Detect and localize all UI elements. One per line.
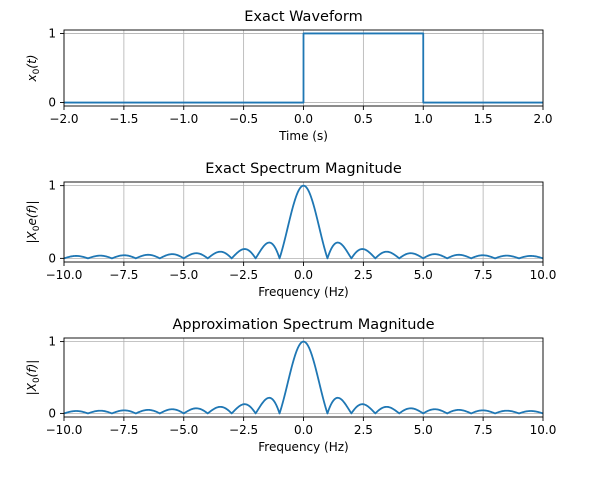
x-tick-label: 10.0 xyxy=(530,423,557,437)
chart-panel-3: −10.0 −7.5 −5.0 −2.5 0.0 2.5 5.0 7.5 10.0 0 1 Appro… xyxy=(25,317,556,454)
chart-title: Exact Spectrum Magnitude xyxy=(205,161,402,177)
series-line xyxy=(63,340,544,415)
x-tick-label: 7.5 xyxy=(474,423,493,437)
x-tick-label: 7.5 xyxy=(474,268,493,282)
x-tick-label: −1.0 xyxy=(169,112,198,126)
x-tick-label: −10.0 xyxy=(46,268,83,282)
x-tick-label: 2.5 xyxy=(354,423,373,437)
x-axis-label: Frequency (Hz) xyxy=(258,285,349,299)
x-tick-label: −2.0 xyxy=(49,112,78,126)
y-axis-label: |X0e(f)| xyxy=(25,200,42,243)
y-tick-label: 0 xyxy=(48,406,56,420)
x-tick-label: 0.5 xyxy=(354,112,373,126)
x-tick-label: 10.0 xyxy=(530,268,557,282)
x-tick-label: 0.0 xyxy=(294,423,313,437)
y-tick-label: 0 xyxy=(48,96,56,110)
y-tick-label: 1 xyxy=(48,335,56,349)
x-axis-label: Time (s) xyxy=(278,129,328,143)
x-tick-label: 0.0 xyxy=(294,112,313,126)
y-tick-label: 1 xyxy=(48,179,56,193)
x-tick-label: −2.5 xyxy=(229,268,258,282)
y-axis-label: x0(t) xyxy=(25,55,42,83)
series-line xyxy=(63,184,544,260)
chart-panel-2: −10.0 −7.5 −5.0 −2.5 0.0 2.5 5.0 7.5 10.0 0 1 Exact… xyxy=(25,161,556,299)
y-tick-label: 1 xyxy=(48,26,56,40)
x-tick-label: 2.0 xyxy=(533,112,552,126)
x-axis-label: Frequency (Hz) xyxy=(258,440,349,454)
x-tick-label: −7.5 xyxy=(109,268,138,282)
x-tick-label: −0.5 xyxy=(229,112,258,126)
x-tick-label: −5.0 xyxy=(169,268,198,282)
x-tick-label: −10.0 xyxy=(46,423,83,437)
x-tick-label: 2.5 xyxy=(354,268,373,282)
chart-title: Exact Waveform xyxy=(244,9,363,25)
x-tick-label: −2.5 xyxy=(229,423,258,437)
x-tick-label: 5.0 xyxy=(414,423,433,437)
x-tick-label: −7.5 xyxy=(109,423,138,437)
x-tick-label: 0.0 xyxy=(294,268,313,282)
x-tick-label: 1.0 xyxy=(414,112,433,126)
x-tick-label: −5.0 xyxy=(169,423,198,437)
x-tick-label: −1.5 xyxy=(109,112,138,126)
y-tick-label: 0 xyxy=(48,251,56,265)
chart-panel-1: −2.0 −1.5 −1.0 −0.5 0.0 0.5 1.0 1.5 2.0 0 1 Exact W… xyxy=(25,9,553,143)
series-line xyxy=(64,32,543,104)
y-axis-label: |X0(f)| xyxy=(25,360,42,396)
x-tick-label: 1.5 xyxy=(474,112,493,126)
chart-title: Approximation Spectrum Magnitude xyxy=(172,317,434,333)
x-tick-label: 5.0 xyxy=(414,268,433,282)
